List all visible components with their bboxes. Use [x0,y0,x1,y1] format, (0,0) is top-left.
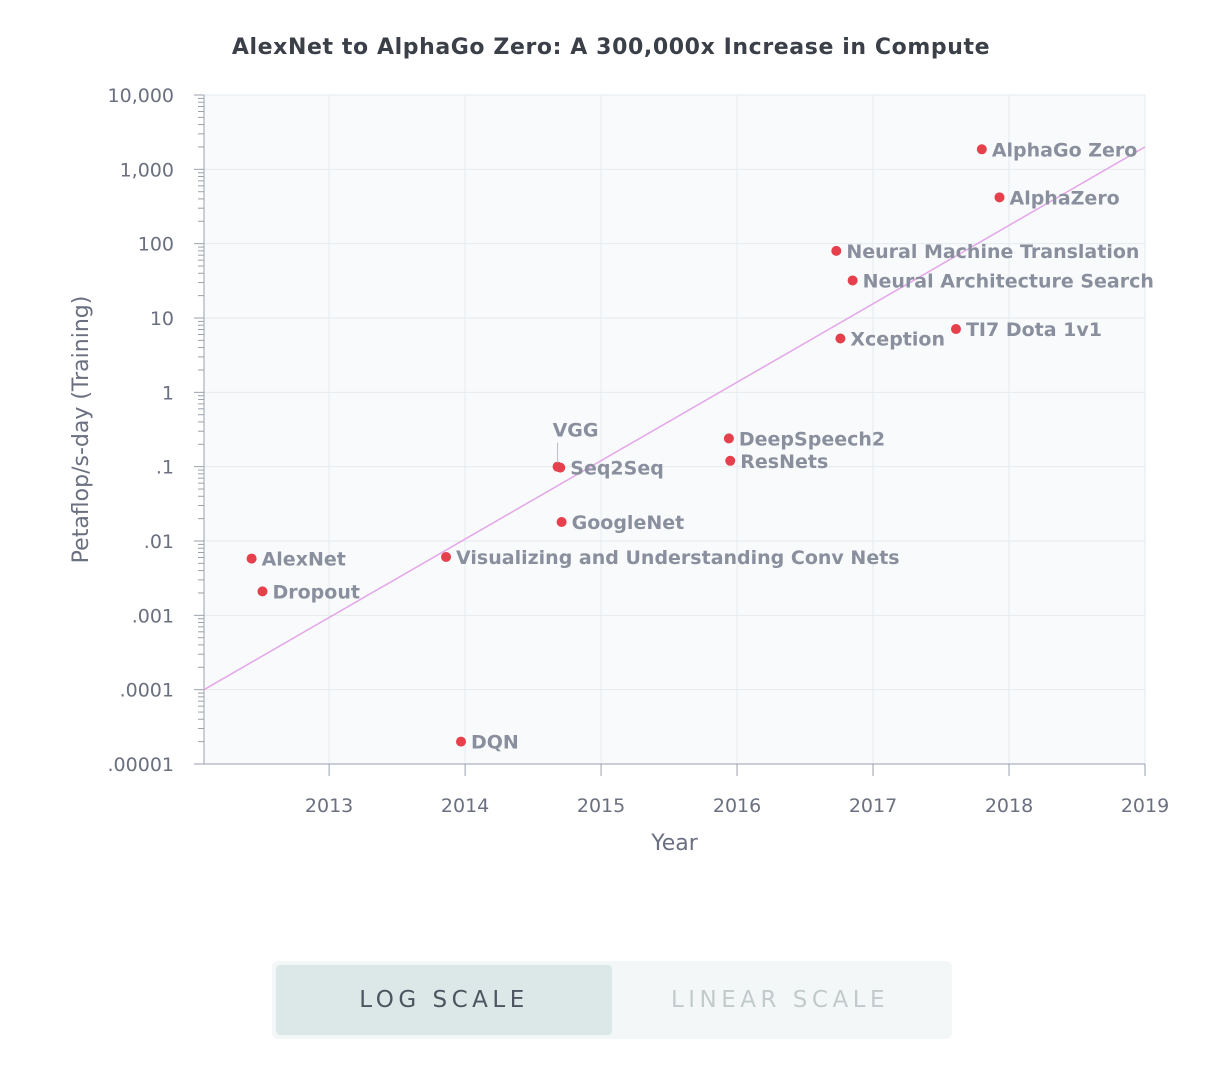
linear-scale-button[interactable]: LINEAR SCALE [670,987,890,1013]
y-tick-label: .0001 [120,680,174,702]
axes [203,95,1145,765]
data-point [831,245,842,256]
data-point [441,551,452,562]
data-label: ResNets [740,451,828,473]
data-label: Dropout [272,581,359,603]
data-point [950,324,961,335]
x-tick-label: 2018 [985,795,1033,817]
x-tick-label: 2015 [577,795,625,817]
data-point [725,455,736,466]
data-point [976,144,987,155]
log-scale-button[interactable]: LOG SCALE [276,965,612,1035]
data-label: GoogleNet [572,512,685,534]
x-axis-title: Year [650,831,699,856]
data-point [994,192,1005,203]
y-tick-label: 1 [162,382,174,404]
y-tick-label: .01 [144,531,174,553]
data-label: AlphaZero [1009,187,1119,209]
x-axis-ticks: 2013 2014 2015 2016 2017 2018 2019 [305,764,1169,817]
data-label: Neural Architecture Search [863,270,1154,292]
data-label: DeepSpeech2 [739,428,885,450]
y-axis-ticks: 10,000 1,000 100 10 1 .1 .01 .001 .0001 .00001 [108,85,204,776]
x-tick-label: 2014 [441,795,489,817]
data-label: AlexNet [262,549,346,571]
data-label: Neural Machine Translation [846,241,1139,263]
data-points: AlexNet Dropout DQN Visualizing and Underst… [246,139,1154,754]
data-point [835,333,846,344]
y-axis-title: Petaflop/s-day (Training) [69,296,94,564]
scale-toggle: LOG SCALE LINEAR SCALE [272,961,952,1039]
x-tick-label: 2013 [305,795,353,817]
data-label: TI7 Dota 1v1 [966,319,1102,341]
y-tick-label: .001 [132,605,174,627]
x-tick-label: 2019 [1121,795,1169,817]
chart-title: AlexNet to AlphaGo Zero: A 300,000x Incr… [232,35,990,60]
data-label: Visualizing and Understanding Conv Nets [456,547,900,569]
plot-area [204,95,1145,764]
data-point [246,553,257,564]
data-point [556,517,567,528]
x-tick-label: 2017 [849,795,897,817]
data-label: Xception [850,328,945,350]
data-point [723,433,734,444]
chart: AlexNet to AlphaGo Zero: A 300,000x Incr… [69,35,1169,856]
data-label: DQN [471,732,519,754]
data-point [847,275,858,286]
data-label: Seq2Seq [570,458,664,480]
y-tick-label: .1 [156,457,174,479]
y-tick-label: 1,000 [120,159,174,181]
data-point [257,586,268,597]
data-label: VGG [553,420,599,442]
y-tick-label: 100 [138,234,174,256]
trend-line [203,146,1146,691]
data-point [555,462,566,473]
y-tick-label: 10,000 [108,85,174,107]
data-point [456,736,467,747]
y-tick-label: .00001 [108,754,174,776]
x-tick-label: 2016 [713,795,761,817]
data-label: AlphaGo Zero [992,139,1138,161]
y-tick-label: 10 [150,308,174,330]
